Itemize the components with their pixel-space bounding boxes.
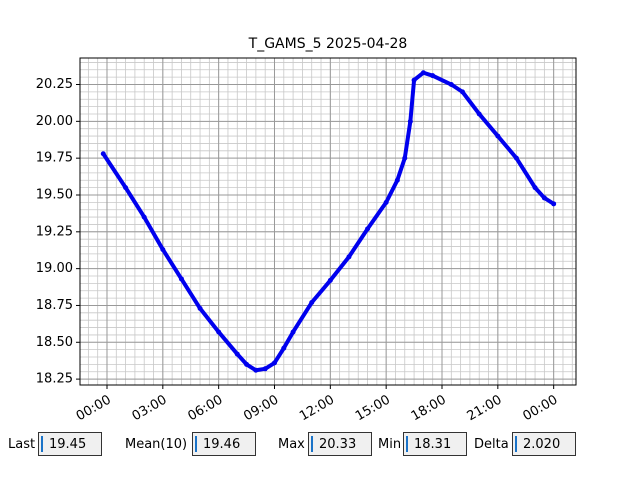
data-point (495, 133, 501, 139)
chart-title: T_GAMS_5 2025-04-28 (248, 36, 408, 52)
status-label: Last (8, 436, 36, 452)
status-label: Mean(10) (125, 436, 188, 452)
status-value-text: 2.020 (523, 436, 561, 452)
data-point (100, 151, 106, 157)
data-point (271, 360, 277, 366)
x-tick-label: 00:00 (74, 393, 114, 425)
data-point (262, 366, 268, 372)
data-point (234, 351, 240, 357)
status-label: Delta (474, 436, 509, 452)
data-point (309, 300, 315, 306)
data-point (411, 77, 417, 83)
data-point (476, 111, 482, 117)
data-point (551, 201, 557, 207)
status-value: 20.33 (308, 432, 372, 456)
data-point (178, 276, 184, 282)
plot-frame (79, 57, 577, 386)
data-point (216, 329, 222, 335)
data-point (459, 89, 465, 95)
data-point (244, 361, 250, 367)
y-tick-label: 20.00 (36, 114, 73, 129)
data-point (383, 199, 389, 205)
data-point (365, 226, 371, 232)
status-value: 2.020 (512, 432, 576, 456)
status-value-text: 19.45 (49, 436, 87, 452)
status-value-text: 19.46 (203, 436, 241, 452)
data-point (281, 345, 287, 351)
data-point (327, 277, 333, 283)
y-tick-label: 18.25 (36, 372, 73, 387)
data-point (532, 185, 538, 191)
data-point (448, 82, 454, 88)
status-value-text: 18.31 (414, 436, 452, 452)
x-tick-label: 00:00 (520, 393, 560, 425)
data-point (160, 246, 166, 252)
data-point (541, 195, 547, 201)
x-tick-label: 15:00 (353, 393, 393, 425)
data-point (420, 70, 426, 76)
data-point (407, 118, 413, 124)
y-tick-label: 19.25 (36, 224, 73, 239)
y-tick-label: 19.50 (36, 187, 73, 202)
data-point (290, 329, 296, 335)
status-value-text: 20.33 (319, 436, 357, 452)
y-tick-label: 20.25 (36, 77, 73, 92)
x-tick-label: 03:00 (130, 393, 170, 425)
status-label: Max (278, 436, 305, 452)
status-value: 19.45 (38, 432, 102, 456)
status-label: Min (378, 436, 402, 452)
x-tick-label: 09:00 (241, 393, 281, 425)
data-line (101, 70, 555, 373)
data-point (402, 155, 408, 161)
chart: T_GAMS_5 2025-04-28 18.25 18.50 18.75 19.00… (36, 36, 577, 425)
y-tick-label: 18.50 (36, 335, 73, 350)
x-tick-label: 12:00 (297, 393, 337, 425)
data-point (197, 305, 203, 311)
status-value: 19.46 (192, 432, 256, 456)
data-point (123, 185, 129, 191)
y-tick-label: 18.75 (36, 298, 73, 313)
data-point (430, 73, 436, 79)
y-tick-label: 19.00 (36, 261, 73, 276)
data-point (513, 155, 519, 161)
x-tick-label: 18:00 (409, 393, 449, 425)
data-point (394, 177, 400, 183)
y-tick-label: 19.75 (36, 151, 73, 166)
data-point (253, 367, 259, 373)
status-value: 18.31 (403, 432, 467, 456)
x-tick-label: 21:00 (465, 393, 505, 425)
x-tick-label: 06:00 (185, 393, 225, 425)
data-point (141, 214, 147, 220)
data-point (346, 254, 352, 260)
